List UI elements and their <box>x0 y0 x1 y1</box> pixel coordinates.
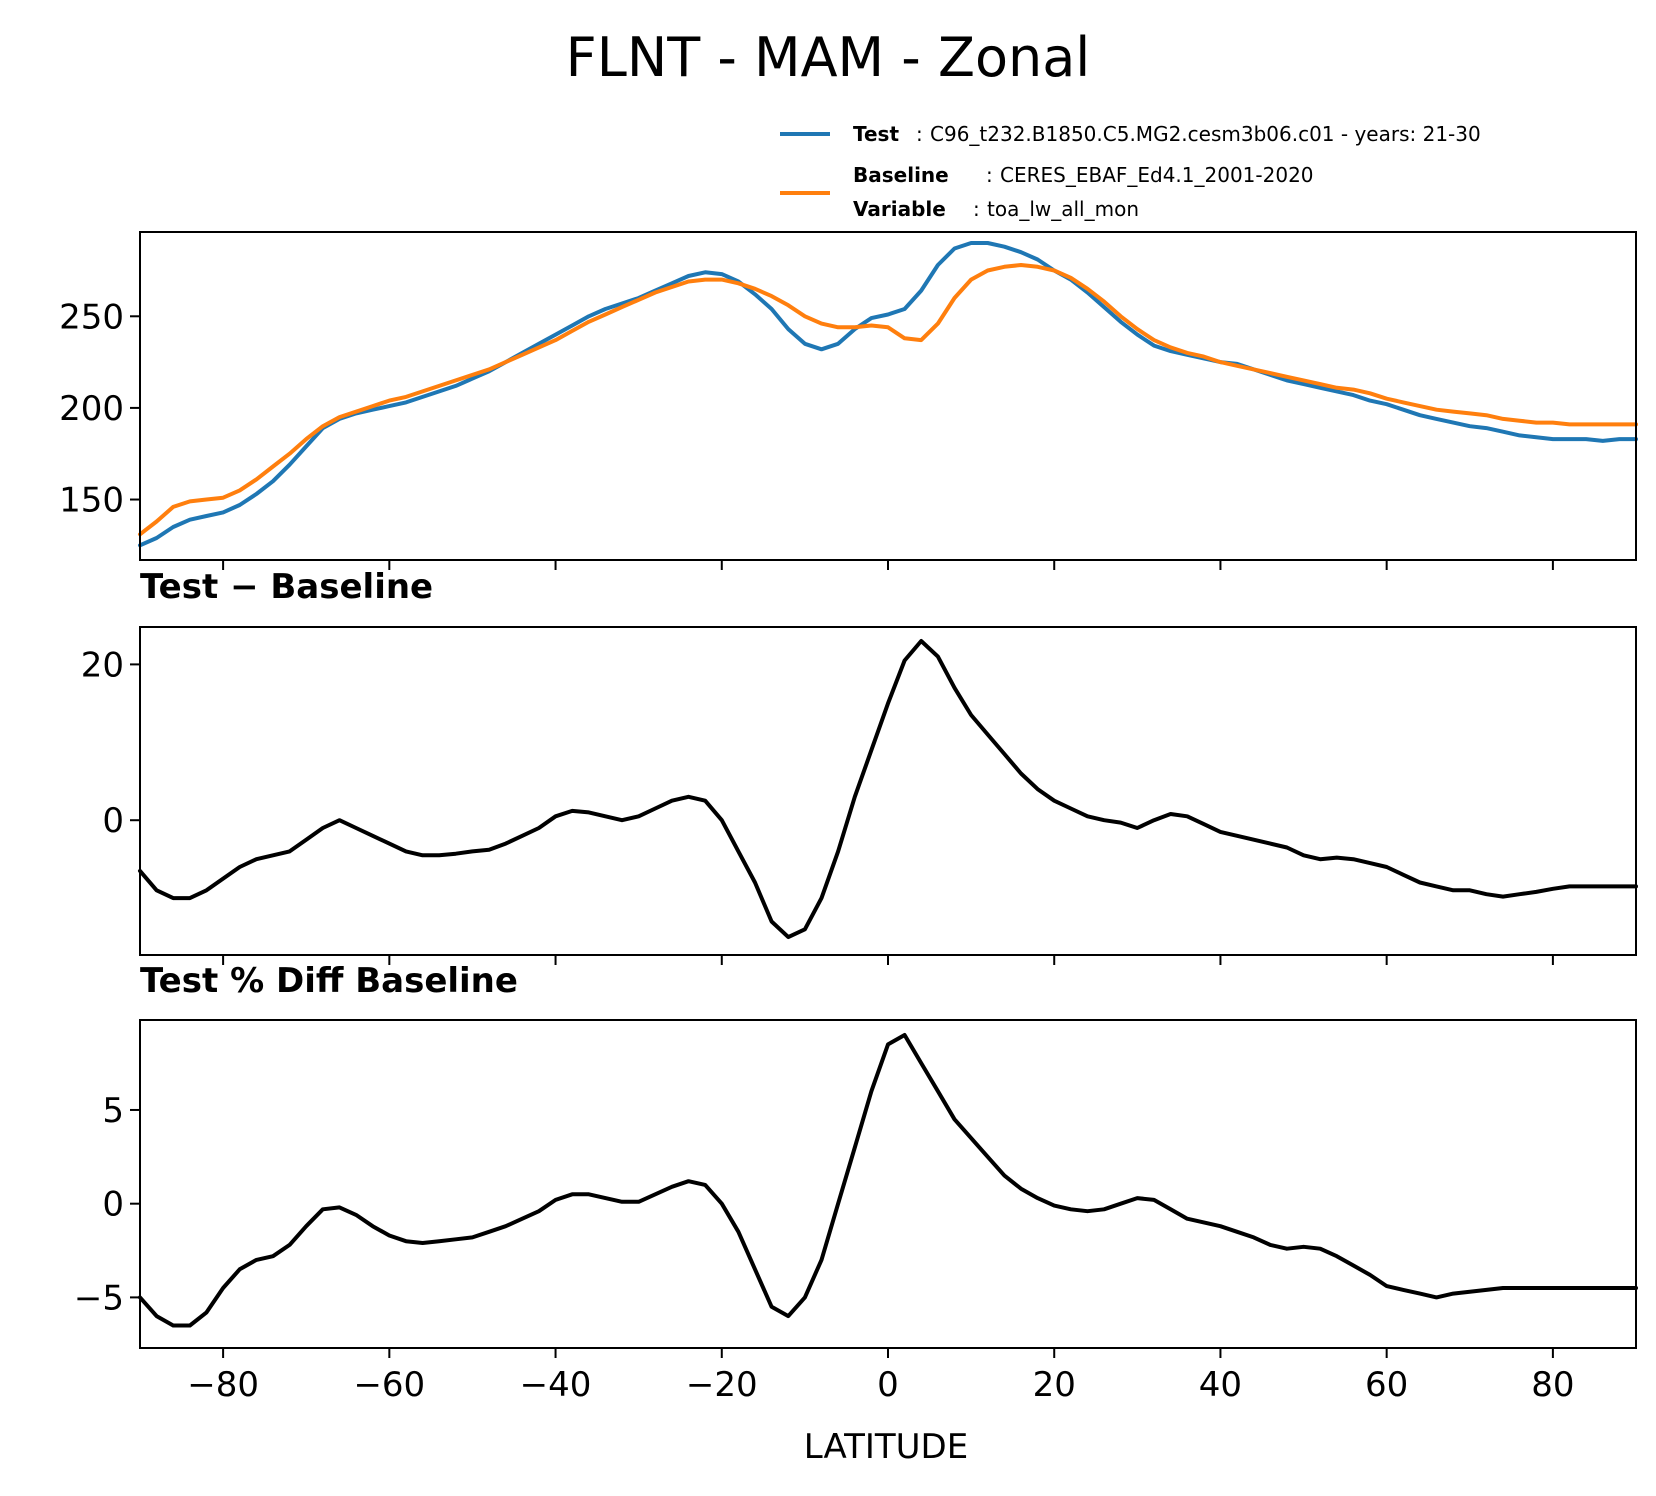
legend-variable-sep: : <box>973 197 980 221</box>
panel-1-y-tick-label: 200 <box>59 389 124 429</box>
panel-1-series-baseline-line <box>138 263 1638 537</box>
panel-3-y-tick-label: 5 <box>102 1091 124 1131</box>
x-axis-label: LATITUDE <box>804 1427 968 1467</box>
panel-2-series-diff-line <box>138 639 1638 940</box>
x-tick-label: 40 <box>1199 1365 1242 1405</box>
panel-2-frame <box>139 626 1637 956</box>
panel-3-y-tick-label: 0 <box>102 1185 124 1225</box>
legend: Test : C96_t232.B1850.C5.MG2.cesm3b06.c0… <box>780 122 1481 221</box>
x-tick-label: −60 <box>353 1365 425 1405</box>
legend-test-sep: : <box>916 122 923 146</box>
panel-2-y-tick-label: 0 <box>102 801 124 841</box>
panel-1-frame <box>139 231 1637 561</box>
legend-baseline-sep: : <box>986 163 993 187</box>
x-tick-label: −40 <box>520 1365 592 1405</box>
panel-3-title: Test % Diff Baseline <box>140 961 518 1001</box>
panel-2-title: Test − Baseline <box>140 567 433 607</box>
panel-3-frame <box>139 1019 1637 1349</box>
legend-variable-value: toa_lw_all_mon <box>987 197 1139 221</box>
x-tick-label: 60 <box>1365 1365 1408 1405</box>
legend-test-key: Test <box>853 122 899 146</box>
figure-title: FLNT - MAM - Zonal <box>566 26 1091 89</box>
legend-variable-key: Variable <box>853 197 946 221</box>
x-tick-label: 80 <box>1531 1365 1574 1405</box>
panel-3-y-tick-label: −5 <box>74 1278 124 1318</box>
x-tick-label: 0 <box>877 1365 899 1405</box>
legend-test-value: C96_t232.B1850.C5.MG2.cesm3b06.c01 - yea… <box>930 122 1481 146</box>
x-tick-label: −20 <box>686 1365 758 1405</box>
panel-1-y-tick-label: 150 <box>59 481 124 521</box>
panel-3-series-diff-line <box>138 1033 1638 1328</box>
panel-1-series-test-line <box>138 241 1638 548</box>
x-tick-label: −80 <box>187 1365 259 1405</box>
panel-1-y-tick-label: 250 <box>59 297 124 337</box>
x-tick-label: 20 <box>1033 1365 1076 1405</box>
panel-2-y-tick-label: 20 <box>81 645 124 685</box>
legend-baseline-value: CERES_EBAF_Ed4.1_2001-2020 <box>1000 163 1314 187</box>
legend-baseline-key: Baseline <box>853 163 949 187</box>
